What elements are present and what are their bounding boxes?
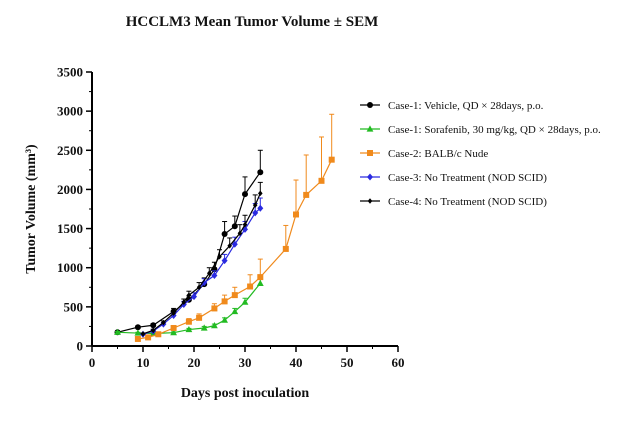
data-point-diamond: [227, 242, 232, 249]
y-axis-label: Tumor Volume (mm³): [24, 144, 39, 274]
data-point-diamond: [201, 279, 208, 287]
data-point-diamond: [150, 327, 156, 334]
x-tick-label: 50: [341, 355, 354, 370]
axes: 0 10 20 30 40 50 60 0 500 1000 1500 2000 2500 3000 350…: [57, 65, 405, 371]
data-point-circle: [150, 322, 157, 329]
data-point-square: [303, 191, 310, 198]
series-2: [114, 276, 264, 337]
data-point-square: [328, 156, 335, 163]
data-point-diamond: [237, 230, 243, 237]
data-point-square: [155, 331, 162, 338]
y-tick-label: 3000: [57, 104, 83, 119]
data-point-diamond: [211, 272, 218, 280]
data-point-square: [367, 150, 373, 156]
data-point-triangle: [231, 307, 239, 315]
data-point-circle: [257, 169, 264, 176]
chart-title: HCCLM3 Mean Tumor Volume ± SEM: [126, 14, 379, 30]
x-tick-label: 30: [239, 355, 252, 370]
data-point-triangle: [200, 324, 208, 331]
x-tick-label: 0: [89, 355, 96, 370]
data-point-diamond: [217, 253, 222, 260]
data-point-diamond: [191, 293, 197, 301]
data-point-diamond: [181, 299, 187, 305]
data-point-diamond: [161, 319, 166, 326]
data-point-square: [221, 298, 228, 305]
data-point-triangle: [134, 329, 142, 336]
data-point-square: [211, 305, 218, 312]
series-line: [137, 159, 333, 340]
legend-label: Case-2: BALB/c Nude: [388, 148, 488, 160]
data-point-triangle: [185, 325, 193, 333]
data-point-diamond: [207, 270, 212, 276]
data-point-triangle: [170, 329, 177, 336]
data-point-diamond: [242, 221, 248, 228]
series-3: [134, 113, 335, 342]
data-point-square: [318, 177, 325, 184]
x-tick-label: 40: [290, 355, 303, 370]
y-tick-label: 1000: [57, 260, 83, 275]
data-point-circle: [367, 102, 373, 108]
data-point-square: [170, 324, 177, 331]
data-point-square: [247, 283, 254, 290]
legend-item-5: Case-4: No Treatment (NOD SCID): [360, 196, 547, 208]
data-point-triangle: [114, 328, 121, 335]
data-point-square: [293, 211, 299, 218]
data-point-diamond: [252, 209, 259, 217]
series-5: [140, 181, 263, 337]
y-tick-label: 0: [77, 339, 84, 354]
y-tick-label: 2000: [57, 182, 83, 197]
data-point-square: [145, 334, 152, 341]
legend-item-4: Case-3: No Treatment (NOD SCID): [360, 172, 547, 184]
y-tick-label: 2500: [57, 143, 83, 158]
plot-area: [114, 113, 335, 342]
data-point-diamond: [252, 202, 258, 208]
data-point-diamond: [231, 240, 238, 248]
legend-item-1: Case-1: Vehicle, QD × 28days, p.o.: [360, 100, 544, 112]
legend-item-2: Case-1: Sorafenib, 30 mg/kg, QD × 28days…: [360, 124, 601, 136]
data-point-diamond: [221, 257, 228, 265]
data-point-circle: [221, 231, 228, 238]
legend-item-3: Case-2: BALB/c Nude: [360, 148, 488, 160]
data-point-diamond: [140, 331, 146, 337]
data-point-triangle: [256, 279, 264, 286]
data-point-triangle: [366, 125, 374, 132]
x-tick-label: 10: [137, 355, 150, 370]
y-tick-label: 1500: [57, 221, 83, 236]
data-point-diamond: [171, 310, 176, 316]
data-point-square: [185, 318, 192, 325]
legend-label: Case-4: No Treatment (NOD SCID): [388, 196, 547, 208]
data-point-circle: [134, 324, 141, 331]
series-1: [114, 149, 264, 336]
data-point-diamond: [367, 173, 373, 181]
data-point-square: [134, 335, 141, 342]
x-axis-label: Days post inoculation: [181, 386, 310, 401]
data-point-circle: [231, 223, 238, 230]
x-tick-label: 60: [392, 355, 405, 370]
data-point-square: [196, 314, 203, 321]
data-point-triangle: [221, 316, 228, 323]
legend: Case-1: Vehicle, QD × 28days, p.o. Case-1…: [360, 100, 601, 208]
data-point-diamond: [367, 198, 373, 204]
data-point-diamond: [196, 284, 202, 291]
data-point-circle: [242, 191, 248, 198]
data-point-square: [257, 274, 264, 281]
data-point-diamond: [257, 204, 264, 212]
y-tick-label: 3500: [57, 65, 83, 80]
legend-label: Case-1: Vehicle, QD × 28days, p.o.: [388, 100, 544, 112]
x-tick-label: 20: [188, 355, 201, 370]
y-tick-label: 500: [64, 299, 84, 314]
series-line: [142, 193, 261, 335]
legend-label: Case-1: Sorafenib, 30 mg/kg, QD × 28days…: [388, 124, 601, 136]
data-point-triangle: [211, 322, 218, 329]
legend-label: Case-3: No Treatment (NOD SCID): [388, 172, 547, 184]
data-point-square: [231, 292, 238, 299]
data-point-triangle: [241, 298, 249, 305]
data-point-diamond: [186, 292, 192, 298]
data-point-diamond: [258, 190, 263, 197]
data-point-square: [282, 245, 289, 252]
